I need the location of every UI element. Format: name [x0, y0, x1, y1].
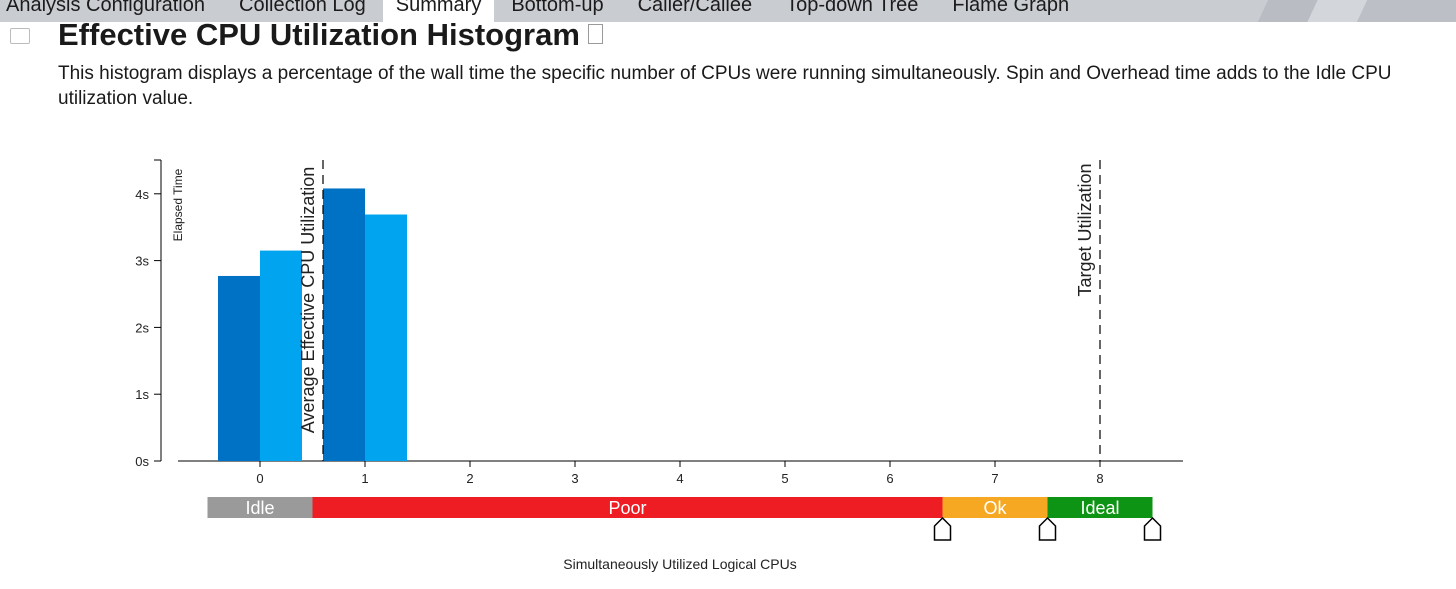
histogram-bar [323, 188, 365, 461]
range-handle[interactable] [1143, 516, 1162, 541]
x-tick-label: 5 [781, 471, 788, 486]
y-tick-label: 4s [135, 187, 149, 202]
tab-flame-graph[interactable]: Flame Graph [952, 0, 1070, 16]
y-tick-label: 2s [135, 320, 149, 335]
tab-bar: Analysis Configuration Collection Log Su… [0, 0, 1456, 22]
range-segment [312, 497, 943, 518]
section-collapse-checkbox[interactable] [10, 28, 30, 44]
x-tick-label: 0 [256, 471, 263, 486]
y-tick-label: 3s [135, 254, 149, 269]
section-title-text: Effective CPU Utilization Histogram [58, 17, 580, 52]
range-label: Poor [608, 498, 646, 518]
x-tick-label: 8 [1096, 471, 1103, 486]
marker-label: Average Effective CPU Utilization [298, 167, 318, 433]
range-label: Ideal [1080, 498, 1119, 518]
range-handle[interactable] [933, 516, 952, 541]
range-segment [942, 497, 1048, 518]
range-segment [1047, 497, 1153, 518]
tab-caller-callee[interactable]: Caller/Callee [637, 0, 753, 16]
range-handle[interactable] [1038, 516, 1057, 541]
section-description: This histogram displays a percentage of … [58, 61, 1456, 111]
x-axis-label: Simultaneously Utilized Logical CPUs [563, 556, 796, 572]
x-tick-label: 4 [676, 471, 683, 486]
x-tick-label: 7 [991, 471, 998, 486]
x-tick-label: 3 [571, 471, 578, 486]
y-tick-label: 1s [135, 387, 149, 402]
x-tick-label: 1 [361, 471, 368, 486]
histogram-bar [260, 250, 302, 461]
section-title: Effective CPU Utilization Histogram [58, 17, 603, 53]
range-segment [207, 497, 313, 518]
x-tick-label: 6 [886, 471, 893, 486]
range-label: Idle [245, 498, 274, 518]
tab-summary[interactable]: Summary [382, 0, 495, 22]
marker-label: Target Utilization [1075, 163, 1095, 296]
y-axis-label: Elapsed Time [171, 168, 185, 241]
tab-collection-log[interactable]: Collection Log [239, 0, 366, 16]
tab-top-down-tree[interactable]: Top-down Tree [786, 0, 919, 16]
help-icon[interactable] [587, 23, 603, 44]
tab-analysis-configuration[interactable]: Analysis Configuration [6, 0, 205, 16]
tab-bottom-up[interactable]: Bottom-up [511, 0, 604, 16]
description-line-2: utilization value. [58, 88, 194, 109]
histogram-bar [218, 275, 260, 461]
x-tick-label: 2 [466, 471, 473, 486]
histogram-bar [365, 214, 407, 461]
range-label: Ok [983, 498, 1007, 518]
description-line-1: This histogram displays a percentage of … [58, 63, 1392, 84]
tab-bar-decoration [1136, 0, 1456, 22]
y-tick-label: 0s [135, 454, 149, 469]
